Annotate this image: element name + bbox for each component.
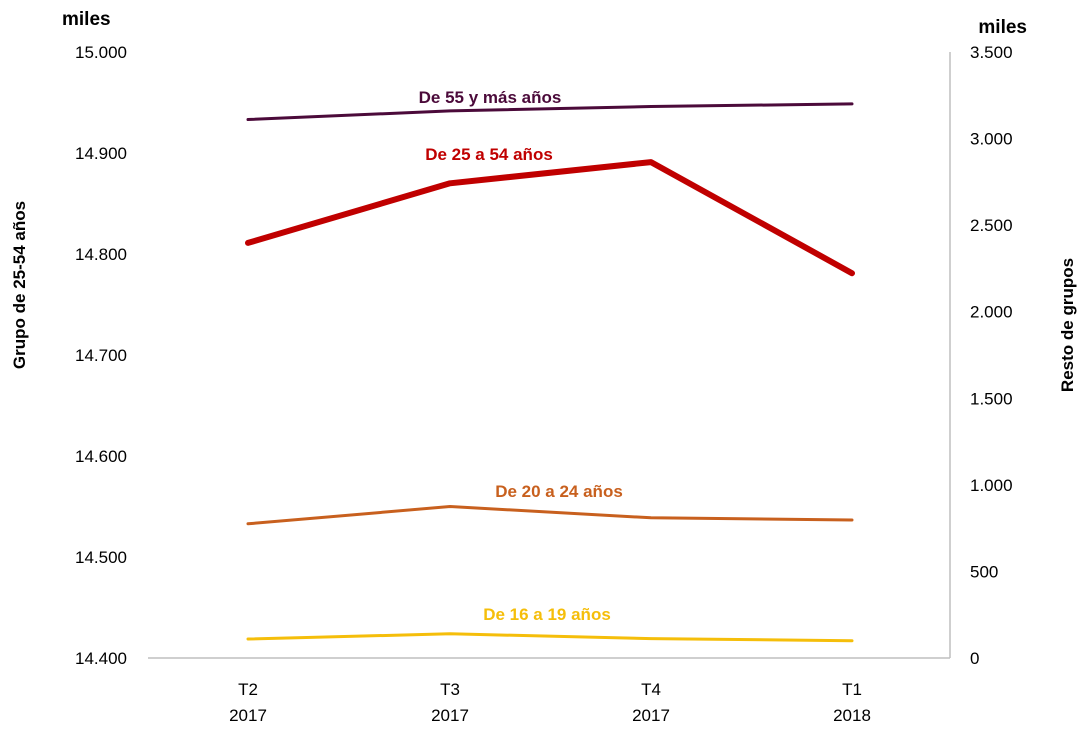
- series-line: [246, 102, 854, 121]
- series-label: De 25 a 54 años: [425, 145, 553, 164]
- left-axis-ticks: 14.400 14.500 14.600 14.700 14.800 14.900 15.0…: [75, 43, 127, 668]
- left-tick-label: 14.600: [75, 447, 127, 466]
- left-tick-label: 14.900: [75, 144, 127, 163]
- left-tick-label: 14.800: [75, 245, 127, 264]
- series-label: De 55 y más años: [419, 88, 562, 107]
- right-tick-label: 1.000: [970, 476, 1013, 495]
- right-tick-label: 1.500: [970, 389, 1013, 408]
- right-tick-label: 3.000: [970, 130, 1013, 149]
- series-line: [246, 505, 854, 526]
- series-lines: [245, 102, 855, 643]
- right-axis-ticks: 0 500 1.000 1.500 2.000 2.500 3.000 3.500: [970, 43, 1013, 668]
- left-tick-label: 14.400: [75, 649, 127, 668]
- series-line: [245, 159, 855, 277]
- series-labels: De 55 y más años De 25 a 54 años De 20 a 2…: [419, 88, 623, 624]
- x-tick-label: T3 2017: [431, 680, 469, 725]
- right-tick-label: 0: [970, 649, 979, 668]
- series-label: De 16 a 19 años: [483, 605, 611, 624]
- left-axis-unit: miles: [62, 9, 111, 30]
- left-axis-title: Grupo de 25-54 años: [10, 201, 29, 369]
- series-line: [246, 632, 854, 643]
- x-axis-ticks: T2 2017 T3 2017 T4 2017 T1 2018: [229, 680, 871, 725]
- series-label: De 20 a 24 años: [495, 482, 623, 501]
- right-axis-title: Resto de grupos: [1058, 258, 1077, 392]
- right-tick-label: 500: [970, 562, 998, 581]
- right-tick-label: 3.500: [970, 43, 1013, 62]
- x-tick-label: T2 2017: [229, 680, 267, 725]
- left-tick-label: 15.000: [75, 43, 127, 62]
- x-tick-label: T4 2017: [632, 680, 670, 725]
- right-axis-unit: miles: [978, 17, 1027, 38]
- left-tick-label: 14.500: [75, 548, 127, 567]
- right-tick-label: 2.000: [970, 303, 1013, 322]
- right-tick-label: 2.500: [970, 216, 1013, 235]
- x-tick-label: T1 2018: [833, 680, 871, 725]
- left-tick-label: 14.700: [75, 346, 127, 365]
